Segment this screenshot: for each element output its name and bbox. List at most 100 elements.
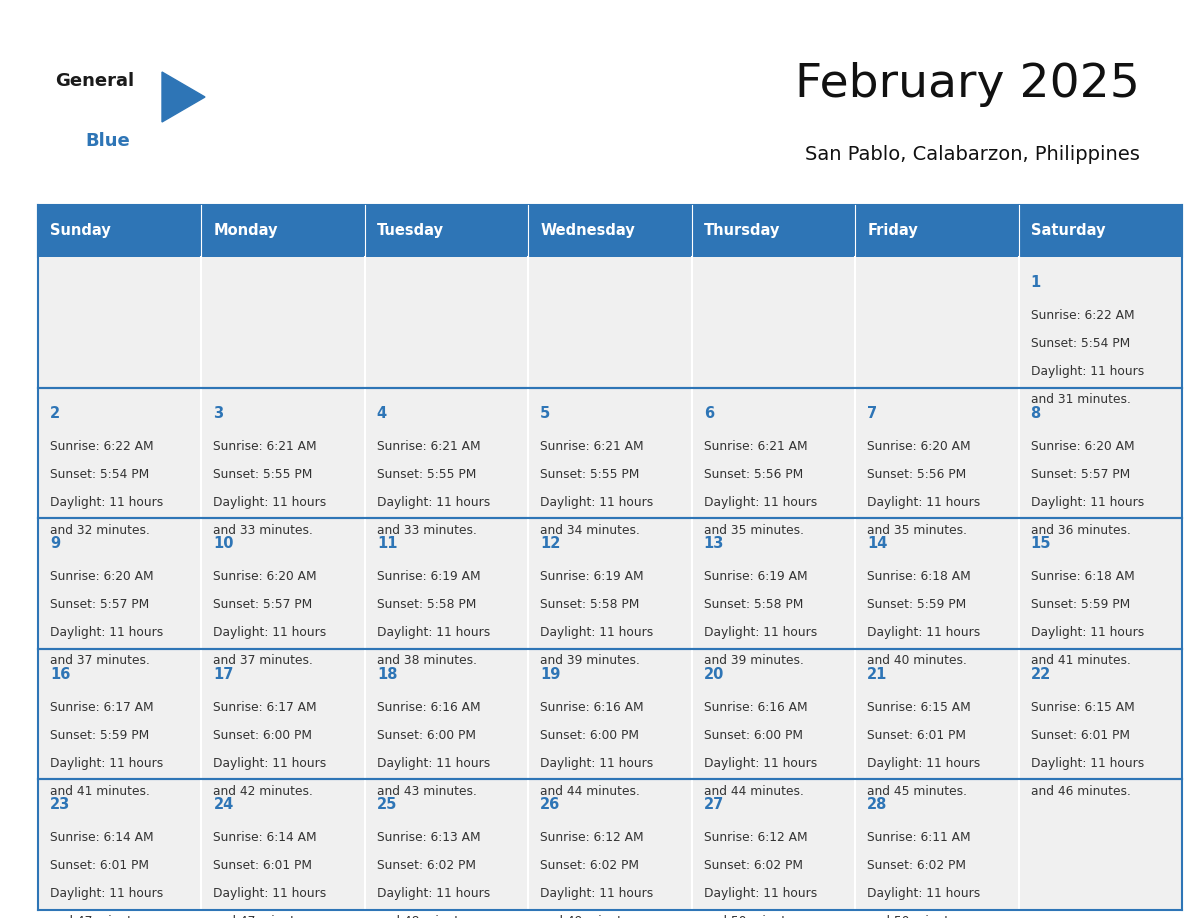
Text: Sunrise: 6:13 AM: Sunrise: 6:13 AM	[377, 832, 480, 845]
Bar	[691, 257, 855, 387]
Text: Daylight: 11 hours: Daylight: 11 hours	[1030, 626, 1144, 639]
Text: Sunset: 6:02 PM: Sunset: 6:02 PM	[541, 859, 639, 872]
Text: 7: 7	[867, 406, 877, 420]
Text: 27: 27	[703, 798, 723, 812]
Text: 2: 2	[50, 406, 61, 420]
Bar	[365, 257, 529, 387]
Text: 15: 15	[1030, 536, 1051, 551]
Bar	[691, 205, 855, 257]
Text: 14: 14	[867, 536, 887, 551]
Text: 10: 10	[214, 536, 234, 551]
Text: and 41 minutes.: and 41 minutes.	[1030, 655, 1131, 667]
Text: Sunset: 5:59 PM: Sunset: 5:59 PM	[1030, 599, 1130, 611]
Text: Sunset: 5:59 PM: Sunset: 5:59 PM	[867, 599, 966, 611]
Text: Sunset: 5:57 PM: Sunset: 5:57 PM	[50, 599, 150, 611]
Bar	[38, 779, 202, 910]
Text: Daylight: 11 hours: Daylight: 11 hours	[867, 756, 980, 770]
Text: Sunrise: 6:21 AM: Sunrise: 6:21 AM	[377, 440, 480, 453]
Text: Daylight: 11 hours: Daylight: 11 hours	[377, 756, 491, 770]
Text: 21: 21	[867, 666, 887, 682]
Text: and 39 minutes.: and 39 minutes.	[703, 655, 803, 667]
Text: 9: 9	[50, 536, 61, 551]
Text: Blue: Blue	[86, 132, 129, 150]
Bar	[202, 387, 365, 518]
Text: Sunset: 5:58 PM: Sunset: 5:58 PM	[377, 599, 476, 611]
Text: Sunset: 5:58 PM: Sunset: 5:58 PM	[703, 599, 803, 611]
Bar	[38, 518, 202, 649]
Bar	[202, 257, 365, 387]
Text: Sunrise: 6:19 AM: Sunrise: 6:19 AM	[377, 570, 480, 583]
Text: 4: 4	[377, 406, 387, 420]
Text: Daylight: 11 hours: Daylight: 11 hours	[377, 888, 491, 901]
Bar	[855, 649, 1018, 779]
Text: Sunrise: 6:18 AM: Sunrise: 6:18 AM	[867, 570, 971, 583]
Text: and 33 minutes.: and 33 minutes.	[377, 523, 476, 537]
Text: Daylight: 11 hours: Daylight: 11 hours	[867, 888, 980, 901]
Text: and 44 minutes.: and 44 minutes.	[541, 785, 640, 798]
Text: Sunset: 6:00 PM: Sunset: 6:00 PM	[214, 729, 312, 742]
Text: Sunrise: 6:11 AM: Sunrise: 6:11 AM	[867, 832, 971, 845]
Text: Daylight: 11 hours: Daylight: 11 hours	[214, 496, 327, 509]
Text: Sunset: 6:01 PM: Sunset: 6:01 PM	[50, 859, 148, 872]
Text: Daylight: 11 hours: Daylight: 11 hours	[703, 496, 817, 509]
Text: and 37 minutes.: and 37 minutes.	[50, 655, 150, 667]
Text: and 48 minutes.: and 48 minutes.	[377, 915, 476, 918]
Bar	[202, 205, 365, 257]
Bar	[365, 779, 529, 910]
Text: Sunrise: 6:16 AM: Sunrise: 6:16 AM	[377, 700, 480, 714]
Text: 8: 8	[1030, 406, 1041, 420]
Text: Daylight: 11 hours: Daylight: 11 hours	[377, 626, 491, 639]
Text: Thursday: Thursday	[703, 223, 781, 239]
Bar	[691, 649, 855, 779]
Text: Daylight: 11 hours: Daylight: 11 hours	[50, 756, 163, 770]
Text: and 50 minutes.: and 50 minutes.	[867, 915, 967, 918]
Text: Daylight: 11 hours: Daylight: 11 hours	[703, 756, 817, 770]
Text: 17: 17	[214, 666, 234, 682]
Text: and 46 minutes.: and 46 minutes.	[1030, 785, 1131, 798]
Text: and 40 minutes.: and 40 minutes.	[867, 655, 967, 667]
Text: and 33 minutes.: and 33 minutes.	[214, 523, 314, 537]
Text: 13: 13	[703, 536, 725, 551]
Text: and 31 minutes.: and 31 minutes.	[1030, 393, 1131, 406]
Text: Sunset: 5:54 PM: Sunset: 5:54 PM	[50, 467, 150, 481]
Bar	[529, 518, 691, 649]
Bar	[1018, 205, 1182, 257]
Text: Daylight: 11 hours: Daylight: 11 hours	[377, 496, 491, 509]
Text: 26: 26	[541, 798, 561, 812]
Text: San Pablo, Calabarzon, Philippines: San Pablo, Calabarzon, Philippines	[805, 145, 1140, 164]
Text: Sunrise: 6:14 AM: Sunrise: 6:14 AM	[214, 832, 317, 845]
Text: and 35 minutes.: and 35 minutes.	[703, 523, 804, 537]
Bar	[1018, 518, 1182, 649]
Text: Sunset: 6:02 PM: Sunset: 6:02 PM	[703, 859, 803, 872]
Bar	[529, 779, 691, 910]
Text: Daylight: 11 hours: Daylight: 11 hours	[214, 888, 327, 901]
Text: Sunset: 6:01 PM: Sunset: 6:01 PM	[867, 729, 966, 742]
Text: Sunset: 6:00 PM: Sunset: 6:00 PM	[703, 729, 803, 742]
Text: General: General	[55, 72, 134, 90]
Text: 6: 6	[703, 406, 714, 420]
Bar	[691, 387, 855, 518]
Text: Sunday: Sunday	[50, 223, 110, 239]
Text: Sunrise: 6:21 AM: Sunrise: 6:21 AM	[703, 440, 808, 453]
Text: Sunset: 5:55 PM: Sunset: 5:55 PM	[541, 467, 639, 481]
Bar	[529, 257, 691, 387]
Polygon shape	[162, 72, 206, 122]
Text: Sunset: 5:57 PM: Sunset: 5:57 PM	[1030, 467, 1130, 481]
Text: and 37 minutes.: and 37 minutes.	[214, 655, 314, 667]
Text: Daylight: 11 hours: Daylight: 11 hours	[703, 626, 817, 639]
Bar	[1018, 387, 1182, 518]
Bar	[1018, 257, 1182, 387]
Text: Sunrise: 6:19 AM: Sunrise: 6:19 AM	[541, 570, 644, 583]
Text: and 43 minutes.: and 43 minutes.	[377, 785, 476, 798]
Text: 11: 11	[377, 536, 397, 551]
Text: Sunrise: 6:21 AM: Sunrise: 6:21 AM	[214, 440, 317, 453]
Text: Daylight: 11 hours: Daylight: 11 hours	[1030, 365, 1144, 378]
Text: Daylight: 11 hours: Daylight: 11 hours	[214, 756, 327, 770]
Text: Sunrise: 6:20 AM: Sunrise: 6:20 AM	[214, 570, 317, 583]
Text: Daylight: 11 hours: Daylight: 11 hours	[541, 496, 653, 509]
Text: and 35 minutes.: and 35 minutes.	[867, 523, 967, 537]
Text: Sunset: 6:02 PM: Sunset: 6:02 PM	[377, 859, 476, 872]
Text: Sunrise: 6:17 AM: Sunrise: 6:17 AM	[214, 700, 317, 714]
Text: Sunset: 5:58 PM: Sunset: 5:58 PM	[541, 599, 639, 611]
Text: 24: 24	[214, 798, 234, 812]
